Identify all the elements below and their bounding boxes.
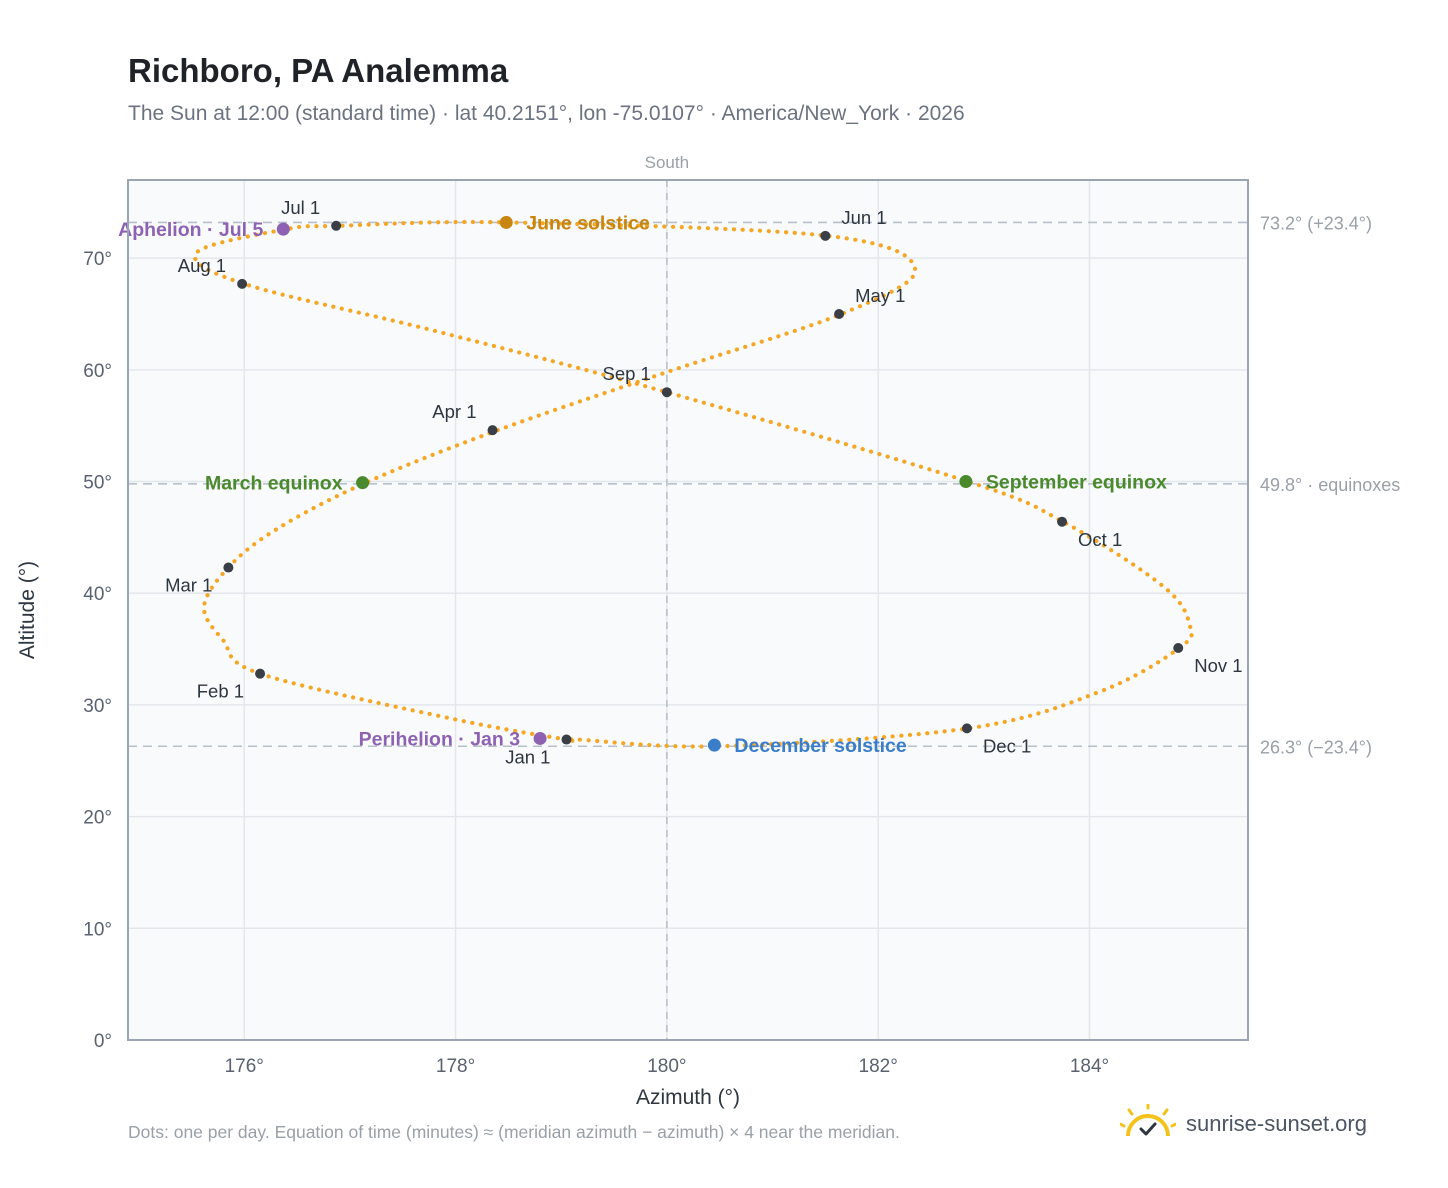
event-marker [356, 476, 370, 490]
event-marker [959, 475, 973, 489]
month-label: Dec 1 [983, 735, 1031, 756]
month-label: Oct 1 [1078, 529, 1122, 550]
reference-line-label: 26.3° (−23.4°) [1260, 737, 1372, 757]
event-markers: June solstice March equinox September equi… [118, 212, 1167, 757]
y-axis-title: Altitude (°) [16, 561, 39, 659]
reference-lines: South 73.2° (+23.4°) 49.8° · equinoxes 26.3… [128, 153, 1400, 1040]
footnote: Dots: one per day. Equation of time (min… [128, 1122, 900, 1142]
month-marker [834, 309, 845, 320]
axes: 176° 178° 180° 182° 184° 0° 10° 20° 30° 40° 50° 60°… [16, 179, 1249, 1109]
x-tick-label: 178° [436, 1056, 475, 1077]
x-axis-title: Azimuth (°) [636, 1086, 740, 1109]
brand-logo[interactable]: sunrise-sunset.org [1120, 1100, 1367, 1148]
plot-frame [127, 179, 1249, 1041]
plot-area [128, 180, 1248, 1040]
daily-sun-dots [193, 219, 1194, 749]
month-label: Apr 1 [432, 401, 476, 422]
month-label: Mar 1 [165, 575, 212, 596]
event-label: March equinox [205, 473, 343, 495]
y-tick-label: 20° [83, 808, 112, 829]
month-label: Nov 1 [1194, 655, 1242, 676]
y-tick-label: 0° [94, 1031, 112, 1052]
reference-line-label: 73.2° (+23.4°) [1260, 213, 1372, 233]
event-marker [276, 222, 290, 236]
x-tick-label: 182° [859, 1056, 898, 1077]
month-label: Jul 1 [281, 197, 320, 218]
month-marker [1057, 516, 1068, 527]
event-label: September equinox [986, 472, 1167, 494]
y-tick-label: 50° [83, 473, 112, 494]
month-markers: Jan 1 Feb 1 Mar 1 Apr 1 May 1 Jun 1 Jul 1 Aug 1… [165, 197, 1243, 768]
month-marker [223, 562, 234, 573]
month-label: May 1 [855, 285, 905, 306]
month-marker [237, 278, 248, 289]
sun-check-icon [1120, 1104, 1176, 1137]
month-marker [487, 425, 498, 436]
y-tick-label: 70° [83, 249, 112, 270]
event-marker [499, 215, 513, 229]
month-label: Feb 1 [197, 681, 244, 702]
event-label: December solstice [734, 735, 906, 757]
plot-background [128, 180, 1248, 1040]
y-tick-label: 10° [83, 919, 112, 940]
month-marker [255, 668, 266, 679]
event-marker [533, 731, 547, 745]
y-tick-label: 60° [83, 361, 112, 382]
brand-name: sunrise-sunset.org [1186, 1111, 1367, 1136]
x-tick-label: 180° [647, 1056, 686, 1077]
month-marker [820, 230, 831, 241]
month-marker [661, 387, 672, 398]
analemma-curve [193, 219, 1194, 749]
reference-line-label: 49.8° · equinoxes [1260, 475, 1400, 495]
x-tick-label: 184° [1070, 1056, 1109, 1077]
month-marker [961, 723, 972, 734]
month-marker [561, 734, 572, 745]
y-tick-label: 40° [83, 584, 112, 605]
chart-title: Richboro, PA Analemma [128, 52, 509, 89]
month-label: Jun 1 [841, 207, 886, 228]
event-label: Perihelion · Jan 3 [359, 728, 521, 750]
month-marker [331, 220, 342, 231]
chart-subtitle: The Sun at 12:00 (standard time) · lat 4… [128, 102, 965, 125]
month-label: Aug 1 [178, 255, 226, 276]
event-label: Aphelion · Jul 5 [118, 219, 263, 241]
meridian-label: South [645, 153, 689, 172]
x-tick-label: 176° [225, 1056, 264, 1077]
y-tick-label: 30° [83, 696, 112, 717]
event-label: June solstice [526, 212, 650, 234]
event-marker [707, 738, 721, 752]
month-marker [1173, 642, 1184, 653]
month-label: Jan 1 [505, 747, 550, 768]
month-label: Sep 1 [603, 363, 651, 384]
